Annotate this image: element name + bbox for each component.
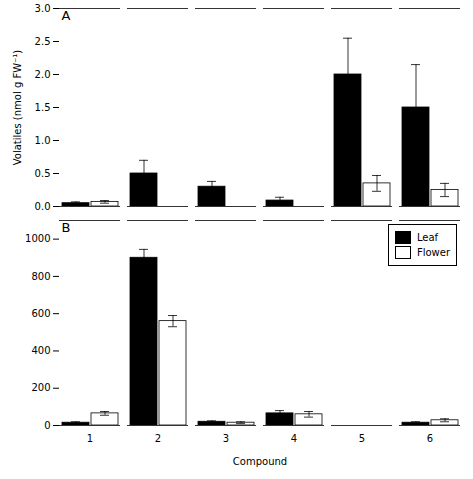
svg-text:6: 6	[427, 433, 433, 444]
svg-text:3.0: 3.0	[35, 3, 51, 14]
svg-text:4: 4	[291, 433, 297, 444]
svg-text:3: 3	[223, 433, 229, 444]
svg-text:400: 400	[31, 345, 50, 356]
svg-text:2.0: 2.0	[35, 69, 51, 80]
svg-text:1.0: 1.0	[35, 135, 51, 146]
svg-text:Volatiles (nmol g FW⁻¹): Volatiles (nmol g FW⁻¹)	[12, 50, 23, 166]
svg-text:200: 200	[31, 382, 50, 393]
html-text:Leaf: Leaf	[416, 232, 439, 243]
svg-text:1: 1	[87, 433, 93, 444]
svg-text:0: 0	[44, 420, 50, 431]
html-text:Flower: Flower	[416, 247, 450, 258]
svg-text:5: 5	[359, 433, 365, 444]
svg-text:B: B	[62, 220, 71, 235]
svg-text:2: 2	[155, 433, 161, 444]
svg-text:600: 600	[31, 308, 50, 319]
svg-text:800: 800	[31, 271, 50, 282]
svg-text:Compound: Compound	[233, 456, 287, 467]
svg-text:1.5: 1.5	[35, 102, 51, 113]
svg-text:1000: 1000	[25, 233, 50, 244]
svg-text:2.5: 2.5	[35, 36, 51, 47]
svg-text:0.5: 0.5	[35, 168, 51, 179]
svg-text:0.0: 0.0	[35, 201, 51, 212]
svg-text:A: A	[62, 8, 71, 23]
